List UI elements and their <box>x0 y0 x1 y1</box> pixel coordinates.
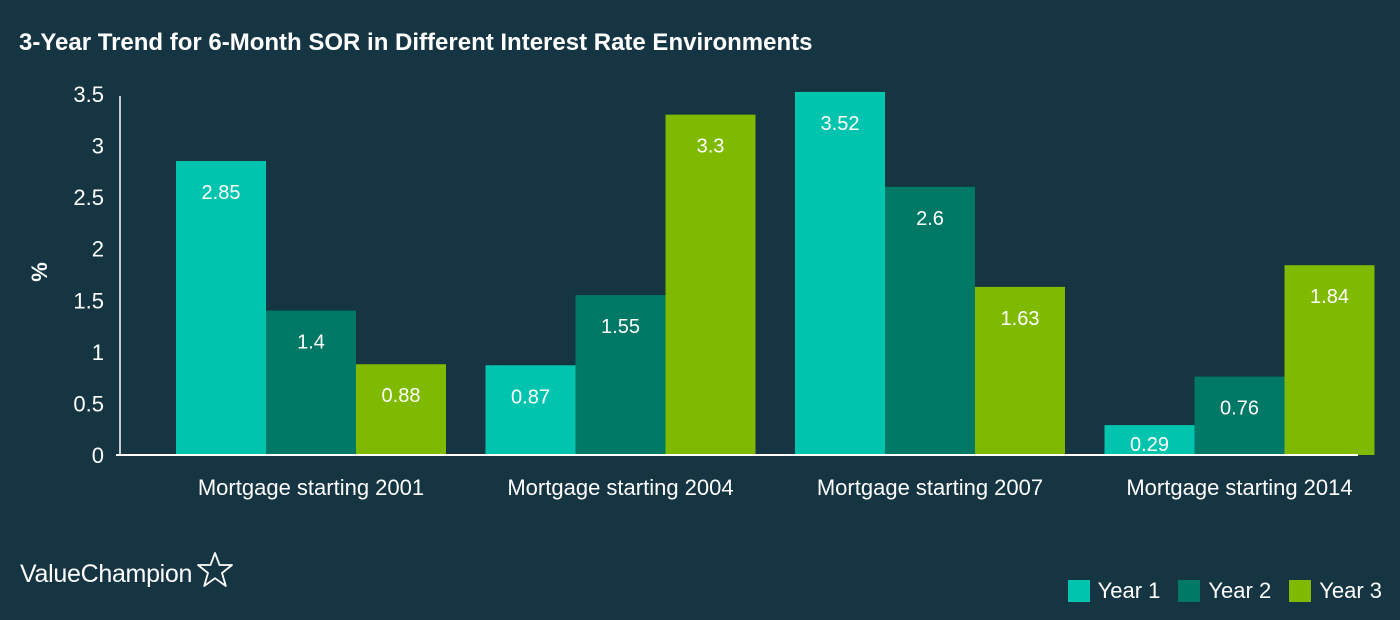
legend: Year 1 Year 2 Year 3 <box>1050 578 1382 604</box>
bar <box>176 161 266 456</box>
bar <box>1104 425 1195 455</box>
legend-item-year-2: Year 2 <box>1178 578 1271 604</box>
legend-swatch-year-1 <box>1067 580 1090 602</box>
bar-value-label: 0.88 <box>382 385 421 407</box>
y-tick-label: 0 <box>92 443 104 468</box>
bar-value-label: 2.6 <box>916 208 944 230</box>
y-tick-label: 2 <box>92 237 104 262</box>
bar-labels: 2.85 1.4 0.88 0.87 1.55 3.3 3.52 2.6 1.63 0.29 0.7… <box>202 113 1349 456</box>
y-axis-ticks: 0 0.5 1 1.5 2 2.5 3 3.5 <box>73 82 104 468</box>
y-tick-label: 2.5 <box>73 185 104 210</box>
legend-label-year-3: Year 3 <box>1319 578 1382 603</box>
bar <box>266 310 356 455</box>
bar <box>885 186 975 456</box>
bar <box>1194 376 1285 455</box>
x-tick-label: Mortgage starting 2004 <box>507 475 733 500</box>
legend-swatch-year-3 <box>1289 580 1312 602</box>
y-tick-label: 1.5 <box>73 288 104 313</box>
star-outline-icon <box>197 552 234 587</box>
bar-value-label: 3.52 <box>821 113 860 135</box>
x-tick-label: Mortgage starting 2001 <box>198 475 424 500</box>
legend-label-year-2: Year 2 <box>1208 578 1272 603</box>
bar-value-label: 3.3 <box>697 136 725 158</box>
y-tick-label: 3 <box>92 134 104 159</box>
y-tick-label: 0.5 <box>73 391 104 416</box>
bar <box>575 295 666 455</box>
x-axis-labels: Mortgage starting 2001 Mortgage starting … <box>198 475 1353 500</box>
bar <box>665 114 756 455</box>
bar-value-label: 1.63 <box>1001 308 1040 330</box>
bar-value-label: 0.87 <box>511 386 550 408</box>
brand-logo: ValueChampion <box>20 552 234 596</box>
bar <box>975 286 1065 455</box>
bars <box>176 91 1375 456</box>
brand-name: ValueChampion <box>20 559 193 588</box>
bar-value-label: 2.85 <box>202 182 241 204</box>
bar-value-label: 1.84 <box>1310 286 1349 308</box>
x-tick-label: Mortgage starting 2014 <box>1126 475 1352 500</box>
y-axis-label: % <box>27 262 52 282</box>
bar-value-label: 0.76 <box>1220 398 1259 420</box>
legend-item-year-1: Year 1 <box>1067 578 1161 604</box>
legend-label-year-1: Year 1 <box>1097 578 1161 603</box>
bar <box>795 91 885 456</box>
legend-swatch-year-2 <box>1178 580 1201 602</box>
x-tick-label: Mortgage starting 2007 <box>817 475 1043 500</box>
bar <box>1284 265 1375 455</box>
bar-value-label: 1.4 <box>297 332 325 354</box>
bar-value-label: 1.55 <box>601 316 640 338</box>
bar <box>485 365 576 455</box>
bar-value-label: 0.29 <box>1130 434 1169 456</box>
y-tick-label: 1 <box>92 340 104 365</box>
legend-item-year-3: Year 3 <box>1289 578 1382 604</box>
bar <box>356 364 446 455</box>
y-tick-label: 3.5 <box>73 82 104 107</box>
chart-title: 3-Year Trend for 6-Month SOR in Differen… <box>19 29 813 56</box>
